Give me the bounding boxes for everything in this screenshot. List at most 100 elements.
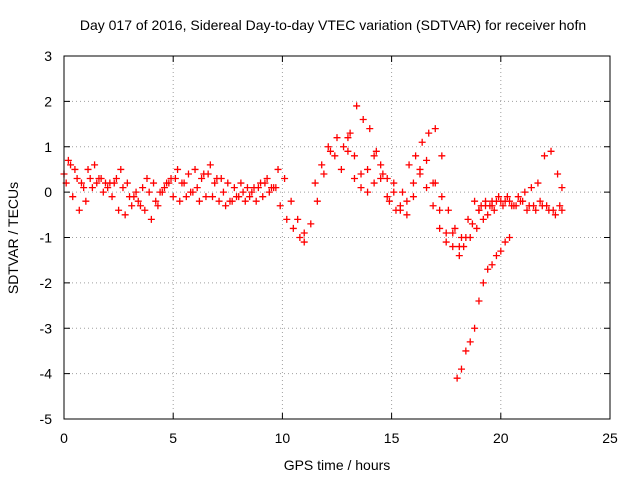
data-point xyxy=(357,170,365,178)
data-point xyxy=(431,125,439,133)
data-point xyxy=(241,197,249,205)
data-point xyxy=(464,215,472,223)
data-point xyxy=(219,188,227,196)
data-point xyxy=(84,165,92,173)
data-point xyxy=(556,202,564,210)
data-point xyxy=(189,188,197,196)
data-point xyxy=(237,179,245,187)
data-point xyxy=(449,243,457,251)
data-point xyxy=(488,197,496,205)
data-point xyxy=(484,211,492,219)
data-point xyxy=(224,179,232,187)
data-point xyxy=(344,134,352,142)
series-sat-j xyxy=(431,179,564,241)
data-point xyxy=(267,184,275,192)
data-point xyxy=(239,188,247,196)
data-point xyxy=(396,206,404,214)
data-point xyxy=(377,175,385,183)
data-point xyxy=(416,165,424,173)
data-point xyxy=(466,234,474,241)
data-point xyxy=(558,206,566,214)
data-point xyxy=(551,211,559,219)
data-point xyxy=(93,179,101,187)
data-point xyxy=(372,147,380,155)
data-point xyxy=(152,197,160,205)
data-point xyxy=(134,197,142,205)
data-point xyxy=(64,156,72,164)
data-point xyxy=(156,188,164,196)
data-point xyxy=(320,170,328,178)
data-point xyxy=(350,152,358,160)
data-point xyxy=(468,220,476,228)
data-point xyxy=(364,165,372,173)
data-point xyxy=(75,206,83,214)
y-tick-label: 3 xyxy=(44,48,52,64)
data-point xyxy=(154,202,162,210)
data-point xyxy=(263,175,271,183)
data-point xyxy=(534,179,542,187)
data-point xyxy=(259,193,267,201)
data-point xyxy=(206,161,214,169)
data-point xyxy=(180,179,188,187)
y-tick-label: -4 xyxy=(40,366,53,382)
data-point xyxy=(357,184,365,192)
series-sat-i xyxy=(475,147,566,214)
data-point xyxy=(130,193,138,201)
data-point xyxy=(300,238,308,246)
data-point xyxy=(390,188,398,196)
data-point xyxy=(112,175,120,183)
data-point xyxy=(429,202,437,210)
data-point xyxy=(497,247,505,255)
data-point xyxy=(289,224,297,232)
data-point xyxy=(547,147,555,155)
data-point xyxy=(549,206,557,214)
data-point xyxy=(324,143,332,151)
data-point xyxy=(350,175,358,183)
data-point xyxy=(167,175,175,183)
series-sat-d xyxy=(274,102,446,237)
data-point xyxy=(184,170,192,178)
data-point xyxy=(438,193,446,201)
data-point xyxy=(274,165,282,173)
data-point xyxy=(497,197,505,205)
data-point xyxy=(403,211,411,219)
data-point xyxy=(431,179,439,187)
series-sat-c xyxy=(64,156,275,210)
x-axis-label: GPS time / hours xyxy=(284,457,391,473)
data-point xyxy=(136,202,144,210)
data-point xyxy=(540,152,548,160)
y-tick-label: -2 xyxy=(40,275,53,291)
data-point xyxy=(379,170,387,178)
data-point xyxy=(423,184,431,192)
data-point xyxy=(442,229,450,237)
data-point xyxy=(97,175,105,183)
data-point xyxy=(191,165,199,173)
series-sat-b xyxy=(62,161,280,223)
data-point xyxy=(510,202,518,210)
data-point xyxy=(71,165,79,173)
data-point xyxy=(516,197,524,205)
chart-title: Day 017 of 2016, Sidereal Day-to-day VTE… xyxy=(80,17,586,33)
series-sat-f xyxy=(344,134,496,251)
data-point xyxy=(307,220,315,228)
data-point xyxy=(73,175,81,183)
y-tick-label: 0 xyxy=(44,184,52,200)
data-point xyxy=(451,224,459,232)
data-point xyxy=(248,188,256,196)
x-tick-label: 10 xyxy=(275,430,291,446)
data-point xyxy=(521,188,529,196)
data-point xyxy=(294,215,302,223)
data-point xyxy=(479,279,487,287)
grid xyxy=(64,56,610,419)
data-point xyxy=(453,374,461,382)
data-point xyxy=(283,215,291,223)
series-sat-g xyxy=(453,234,514,382)
data-point xyxy=(353,102,361,110)
data-point xyxy=(423,156,431,164)
data-point xyxy=(243,184,251,192)
data-point xyxy=(449,229,457,237)
data-point xyxy=(477,202,485,210)
data-point xyxy=(364,188,372,196)
data-point xyxy=(318,161,326,169)
